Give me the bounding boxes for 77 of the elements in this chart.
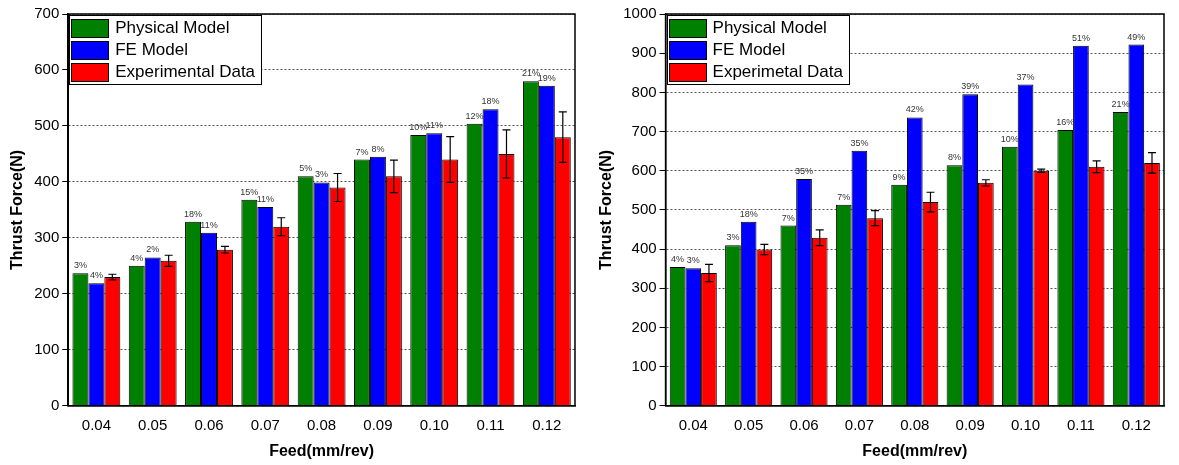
annotation: 8% xyxy=(947,152,961,163)
annotation: 9% xyxy=(892,171,906,182)
x-tick-label: 0.12 xyxy=(532,415,562,433)
x-tick-label: 0.08 xyxy=(307,415,337,433)
x-tick-label: 0.08 xyxy=(900,415,930,433)
y-tick-label: 500 xyxy=(34,116,60,134)
legend-label: Physical Model xyxy=(712,17,827,39)
legend-label: FE Model xyxy=(115,39,188,61)
y-axis-title: Thrust Force(N) xyxy=(597,149,615,270)
y-tick-label: 300 xyxy=(631,278,657,296)
annotation: 3% xyxy=(686,255,700,266)
annotation: 8% xyxy=(371,143,385,154)
legend-label: Experimental Data xyxy=(115,61,256,83)
y-tick-label: 1000 xyxy=(623,4,657,22)
x-tick-label: 0.07 xyxy=(250,415,280,433)
annotation: 4% xyxy=(671,254,685,265)
y-tick-label: 400 xyxy=(631,239,657,257)
annotation: 12% xyxy=(465,110,484,121)
y-tick-label: 600 xyxy=(34,60,60,78)
annotation: 7% xyxy=(837,191,851,202)
y-tick-label: 500 xyxy=(631,200,657,218)
annotation: 7% xyxy=(781,212,795,223)
annotation: 11% xyxy=(256,194,274,205)
x-tick-label: 0.11 xyxy=(476,415,505,433)
x-tick-label: 0.05 xyxy=(734,415,764,433)
annotation: 11% xyxy=(200,219,218,230)
annotation: 39% xyxy=(961,81,980,92)
annotation: 15% xyxy=(240,186,259,197)
x-tick-label: 0.10 xyxy=(1010,415,1041,433)
annotation: 18% xyxy=(184,208,203,219)
y-tick-label: 800 xyxy=(631,82,657,100)
x-tick-label: 0.06 xyxy=(789,415,819,433)
y-tick-label: 0 xyxy=(50,395,60,413)
x-tick-label: 0.05 xyxy=(138,415,168,433)
y-tick-label: 200 xyxy=(631,317,657,335)
annotation: 3% xyxy=(73,260,87,271)
annotation: 5% xyxy=(299,163,313,174)
legend-label: Physical Model xyxy=(115,17,230,39)
annotation: 3% xyxy=(315,169,329,180)
x-tick-label: 0.10 xyxy=(419,415,449,433)
annotation: 4% xyxy=(89,270,103,281)
annotation: 2% xyxy=(146,244,160,255)
x-tick-label: 0.06 xyxy=(194,415,224,433)
legend-label: Experimetal Data xyxy=(712,61,843,83)
annotation: 18% xyxy=(739,208,758,219)
annotation: 35% xyxy=(850,137,869,148)
annotation: 18% xyxy=(481,96,500,107)
y-tick-label: 100 xyxy=(34,339,60,357)
annotation: 3% xyxy=(726,232,740,243)
y-axis-title: Thrust Force(N) xyxy=(8,149,26,270)
annotation: 37% xyxy=(1016,71,1035,82)
annotation: 35% xyxy=(795,165,814,176)
y-tick-label: 400 xyxy=(34,172,60,190)
annotation: 49% xyxy=(1127,31,1146,42)
annotation: 4% xyxy=(130,252,144,263)
y-tick-label: 700 xyxy=(34,4,60,22)
y-tick-label: 100 xyxy=(631,356,657,374)
legend-label: FE Model xyxy=(712,39,786,61)
y-tick-label: 700 xyxy=(631,121,657,139)
x-tick-label: 0.04 xyxy=(81,415,111,433)
x-axis-title: Feed(mm/rev) xyxy=(269,441,375,459)
y-tick-label: 0 xyxy=(648,395,657,413)
y-tick-label: 300 xyxy=(34,228,60,246)
x-tick-label: 0.12 xyxy=(1121,415,1151,433)
x-tick-label: 0.09 xyxy=(363,415,393,433)
annotation: 51% xyxy=(1071,32,1090,43)
y-tick-label: 900 xyxy=(631,43,657,61)
x-tick-label: 0.07 xyxy=(844,415,874,433)
x-tick-label: 0.04 xyxy=(678,415,708,433)
x-tick-label: 0.11 xyxy=(1066,415,1095,433)
x-axis-title: Feed(mm/rev) xyxy=(862,441,968,459)
annotation: 7% xyxy=(355,146,369,157)
y-tick-label: 200 xyxy=(34,284,60,301)
y-tick-label: 600 xyxy=(631,160,657,178)
annotation: 42% xyxy=(905,104,924,115)
annotation: 21% xyxy=(521,68,540,79)
x-tick-label: 0.09 xyxy=(955,415,985,433)
